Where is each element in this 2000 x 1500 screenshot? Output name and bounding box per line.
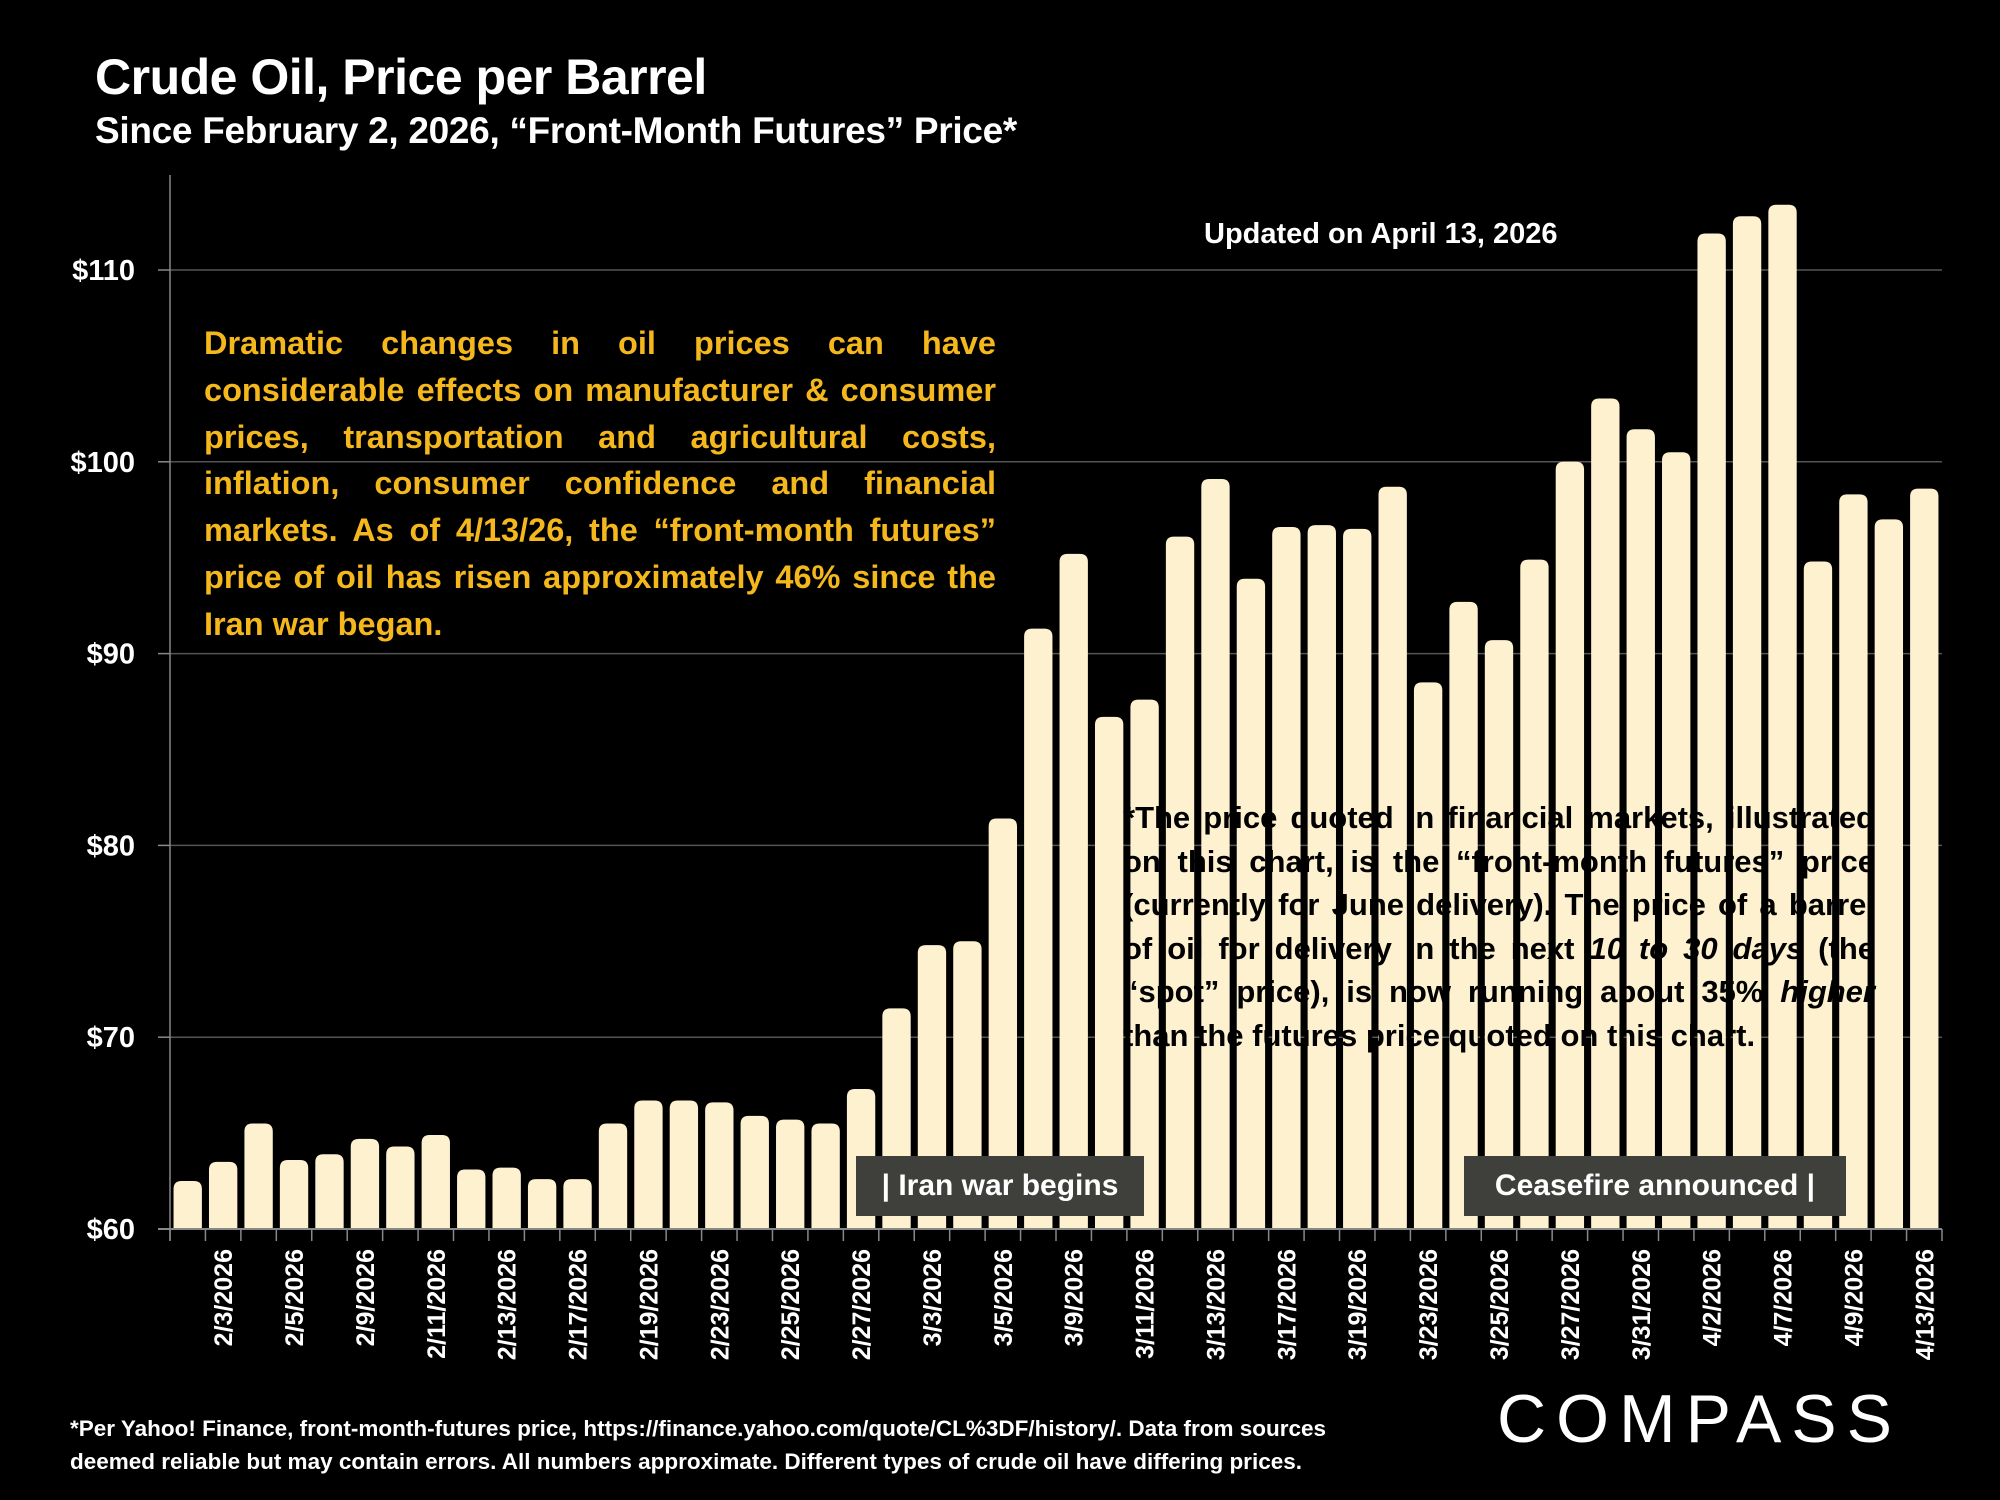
- bars: [173, 204, 1939, 1230]
- note-italic-1: 10 to 30 days: [1589, 930, 1804, 966]
- axes: [158, 175, 1942, 1241]
- x-tick-label: 2/3/2026: [210, 1249, 238, 1346]
- bar-2-20-2026: [669, 1100, 699, 1229]
- x-axis-ticks: 2/3/2026 2/5/2026 2/9/2026 2/11/2026 2/13/20…: [169, 1229, 1943, 1360]
- y-tick-label: $80: [87, 830, 135, 862]
- bar-3-9-2026: [1059, 553, 1088, 1229]
- x-tick-label: 3/11/2026: [1132, 1249, 1160, 1359]
- bar-2-16-2026: [527, 1179, 557, 1229]
- event-label-ceasefire: Ceasefire announced |: [1464, 1156, 1846, 1216]
- x-tick-label: 3/5/2026: [990, 1249, 1018, 1346]
- note-text-2: (the “spot” price), is now running about…: [1123, 930, 1876, 1010]
- bar-3-20-2026: [1378, 486, 1407, 1229]
- x-tick-label: 4/2/2026: [1699, 1249, 1727, 1346]
- x-tick-label: 3/17/2026: [1273, 1249, 1301, 1360]
- bar-3-23-2026: [1413, 682, 1443, 1229]
- x-tick-label: 2/27/2026: [848, 1249, 876, 1360]
- bar-2-26-2026: [811, 1123, 840, 1229]
- bar-2-4-2026: [244, 1123, 273, 1229]
- x-tick-label: 2/9/2026: [352, 1249, 380, 1346]
- bar-2-23-2026: [705, 1102, 734, 1229]
- bar-3-24-2026: [1449, 601, 1478, 1229]
- bar-3-13-2026: [1201, 479, 1230, 1229]
- y-tick-label: $60: [87, 1214, 135, 1246]
- bar-4-9-2026: [1839, 494, 1868, 1229]
- x-tick-label: 2/23/2026: [706, 1249, 734, 1360]
- x-tick-label: 2/11/2026: [423, 1249, 451, 1359]
- bar-4-2-2026: [1697, 233, 1726, 1230]
- bar-3-31-2026: [1626, 429, 1655, 1230]
- bar-4-6-2026: [1732, 216, 1762, 1229]
- bar-4-13-2026: [1910, 488, 1939, 1230]
- bar-3-18-2026: [1307, 525, 1336, 1229]
- y-tick-label: $110: [72, 255, 135, 287]
- x-tick-label: 4/13/2026: [1911, 1249, 1939, 1360]
- bar-3-6-2026: [1024, 628, 1053, 1229]
- y-tick-label: $70: [87, 1022, 135, 1054]
- bar-3-16-2026: [1236, 578, 1266, 1229]
- bar-3-11-2026: [1130, 699, 1159, 1229]
- bar-3-19-2026: [1343, 528, 1372, 1229]
- x-tick-label: 2/25/2026: [777, 1249, 805, 1360]
- bar-4-10-2026: [1874, 519, 1904, 1229]
- bar-2-19-2026: [634, 1100, 663, 1229]
- note-text-3: than the futures price quoted on this ch…: [1123, 1017, 1756, 1053]
- bar-2-3-2026: [208, 1161, 238, 1229]
- bar-3-12-2026: [1165, 536, 1195, 1229]
- y-axis-ticks: $60 $70 $80 $90 $100 $110: [70, 255, 170, 1246]
- note-text-1: *The price quoted in financial markets, …: [1123, 800, 1875, 966]
- bar-2-12-2026: [457, 1169, 486, 1229]
- x-tick-label: 3/3/2026: [919, 1249, 947, 1346]
- x-tick-label: 3/31/2026: [1628, 1249, 1656, 1360]
- bar-2-6-2026: [315, 1154, 344, 1229]
- bar-2-18-2026: [598, 1123, 628, 1229]
- bar-3-26-2026: [1520, 559, 1549, 1229]
- bar-4-1-2026: [1662, 452, 1691, 1230]
- futures-price-note: *The price quoted in financial markets, …: [1123, 796, 1875, 1057]
- footnote-line-1: *Per Yahoo! Finance, front-month-futures…: [70, 1416, 1327, 1441]
- bar-2-11-2026: [421, 1135, 450, 1229]
- chart-title: Crude Oil, Price per Barrel: [95, 49, 707, 105]
- y-tick-label: $90: [87, 639, 135, 671]
- bar-2-10-2026: [386, 1146, 415, 1229]
- note-italic-2: higher: [1780, 974, 1875, 1009]
- logo-text: COMPASS: [1497, 1382, 1902, 1452]
- compass-logo: COMPASS: [1497, 1381, 1922, 1457]
- bar-4-7-2026: [1768, 204, 1797, 1230]
- bar-3-5-2026: [988, 818, 1018, 1229]
- bar-2-5-2026: [279, 1159, 309, 1229]
- event-label-war-begins: | Iran war begins: [856, 1156, 1144, 1216]
- bar-3-17-2026: [1272, 527, 1301, 1229]
- x-tick-label: 2/13/2026: [494, 1249, 522, 1360]
- x-tick-label: 3/25/2026: [1486, 1249, 1514, 1360]
- bar-3-25-2026: [1484, 640, 1514, 1229]
- bar-2-9-2026: [350, 1138, 380, 1229]
- x-tick-label: 3/23/2026: [1415, 1249, 1443, 1360]
- bar-2-24-2026: [740, 1115, 769, 1229]
- y-tick-label: $100: [70, 447, 135, 479]
- footnote-line-2: deemed reliable but may contain errors. …: [70, 1449, 1302, 1474]
- x-tick-label: 2/19/2026: [635, 1249, 663, 1360]
- bar-2-17-2026: [563, 1179, 592, 1229]
- x-tick-label: 4/7/2026: [1770, 1249, 1798, 1346]
- bar-3-27-2026: [1555, 461, 1585, 1229]
- bar-2-13-2026: [492, 1167, 521, 1229]
- bar-3-10-2026: [1094, 716, 1124, 1229]
- x-tick-label: 3/9/2026: [1061, 1249, 1089, 1346]
- x-tick-label: 3/19/2026: [1344, 1249, 1372, 1360]
- bar-2-2-2026: [173, 1181, 202, 1229]
- x-tick-label: 3/27/2026: [1557, 1249, 1585, 1360]
- commentary-text: Dramatic changes in oil prices can have …: [204, 325, 996, 642]
- bar-2-25-2026: [776, 1119, 805, 1229]
- x-tick-label: 2/17/2026: [565, 1249, 593, 1360]
- bar-4-8-2026: [1803, 561, 1833, 1229]
- x-tick-label: 2/5/2026: [281, 1249, 309, 1346]
- bar-3-30-2026: [1591, 398, 1620, 1230]
- chart-subtitle: Since February 2, 2026, “Front-Month Fut…: [95, 110, 1017, 151]
- updated-date-label: Updated on April 13, 2026: [1204, 218, 1558, 250]
- x-tick-label: 4/9/2026: [1840, 1249, 1868, 1346]
- x-tick-label: 3/13/2026: [1202, 1249, 1230, 1360]
- source-footnote: *Per Yahoo! Finance, front-month-futures…: [70, 1412, 1326, 1478]
